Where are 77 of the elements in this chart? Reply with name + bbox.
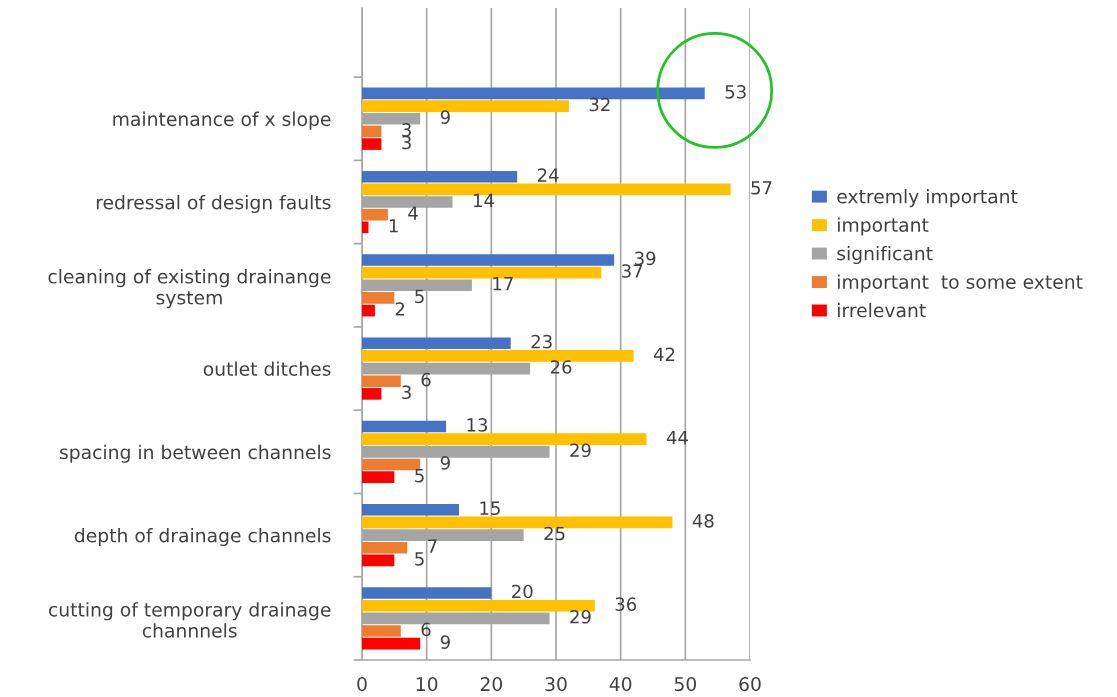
x-tick-label: 10 (416, 677, 438, 692)
data-label: 3 (402, 135, 411, 150)
data-label: 20 (512, 584, 533, 599)
data-label: 57 (751, 181, 772, 195)
y-tick-label: redressal of design faults (96, 194, 331, 214)
data-label: 1 (389, 219, 398, 233)
data-label: 9 (440, 110, 450, 124)
data-label: 5 (415, 468, 424, 483)
bar (362, 375, 401, 388)
data-label: 13 (467, 418, 488, 432)
data-label: 36 (615, 597, 637, 611)
bar (362, 458, 421, 471)
bar (362, 292, 395, 304)
x-tick-label: 20 (480, 677, 503, 692)
data-label: 29 (570, 443, 591, 458)
bar (362, 554, 395, 567)
bar (362, 471, 395, 483)
data-label: 37 (622, 264, 643, 278)
y-tick-label: cleaning of existing drainange system (48, 269, 331, 309)
bar (362, 254, 615, 266)
legend-label: significant (837, 245, 933, 265)
data-label: 14 (473, 193, 494, 207)
x-tick-label: 60 (739, 677, 761, 692)
x-tick-label: 50 (674, 677, 697, 692)
legend-label: important (838, 217, 929, 236)
x-tick-label: 40 (609, 677, 632, 692)
y-tick-label: depth of drainage channels (74, 527, 331, 547)
legend-label: important to some extent (838, 274, 1083, 293)
bar (362, 208, 388, 221)
data-label: 25 (544, 526, 565, 541)
legend-label: extremly important (837, 189, 1018, 208)
data-label: 5 (415, 552, 424, 566)
data-label: 3 (402, 385, 411, 400)
bar (362, 304, 375, 317)
data-label: 5 (415, 289, 424, 304)
y-tick-label: cutting of temporary drainage channnels (48, 602, 331, 638)
bar (362, 100, 569, 112)
bar (362, 599, 595, 612)
y-tick-label: spacing in between channels (59, 444, 331, 463)
x-tick-label: 30 (545, 677, 567, 692)
legend-label: irrelevant (838, 302, 926, 318)
bar (362, 170, 518, 183)
data-label: 6 (421, 372, 431, 387)
data-label: 24 (537, 168, 559, 182)
data-label: 9 (440, 635, 450, 649)
x-tick-label: 0 (357, 677, 367, 692)
data-label: 15 (480, 501, 500, 516)
data-label: 2 (395, 302, 405, 316)
y-tick-label: outlet ditches (203, 361, 331, 376)
data-label: 44 (666, 430, 688, 445)
data-label: 32 (589, 97, 610, 112)
bar (362, 637, 421, 650)
bar (362, 420, 447, 433)
data-label: 4 (408, 206, 418, 220)
bar (362, 388, 382, 400)
bar (362, 350, 634, 362)
data-label: 39 (635, 251, 656, 266)
data-label: 48 (692, 514, 714, 528)
data-label: 42 (653, 347, 675, 361)
bar (362, 138, 382, 150)
bar (362, 503, 459, 516)
y-tick-label: maintenance of x slope (113, 111, 331, 130)
data-label: 53 (725, 85, 746, 99)
bar (362, 541, 408, 554)
data-label: 9 (440, 456, 450, 470)
bar (362, 337, 511, 350)
data-label: 23 (531, 334, 552, 349)
data-label: 17 (493, 277, 513, 291)
bar (362, 433, 647, 445)
bar (362, 266, 602, 279)
data-label: 29 (570, 609, 591, 624)
bar (362, 587, 492, 599)
bar (362, 625, 401, 637)
data-label: 7 (428, 539, 437, 553)
data-label: 6 (421, 622, 431, 637)
data-label: 26 (550, 360, 572, 374)
bar (362, 125, 382, 138)
